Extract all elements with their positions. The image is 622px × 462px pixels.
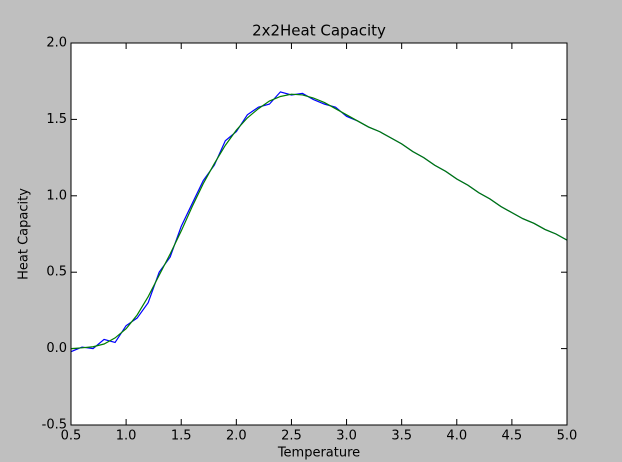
y-tick-label: 1.0 xyxy=(46,188,67,203)
chart-title: 2x2Heat Capacity xyxy=(252,22,386,40)
y-axis-label: Heat Capacity xyxy=(17,188,32,280)
plot-frame xyxy=(70,42,568,426)
y-tick-label: 0.0 xyxy=(46,341,67,356)
x-tick-label: 1.0 xyxy=(116,429,137,444)
x-tick-label: 5.0 xyxy=(557,429,578,444)
x-tick-label: 4.5 xyxy=(502,429,523,444)
plot-area xyxy=(71,43,567,425)
y-tick-label: 2.0 xyxy=(46,36,67,51)
x-tick-label: 2.5 xyxy=(281,429,302,444)
x-tick-label: 3.5 xyxy=(391,429,412,444)
x-tick-label: 1.5 xyxy=(171,429,192,444)
x-tick-label: 4.0 xyxy=(446,429,467,444)
x-tick-label: 0.5 xyxy=(61,429,82,444)
x-axis-label: Temperature xyxy=(277,446,360,461)
y-tick-label: 0.5 xyxy=(46,265,67,280)
data-line xyxy=(70,93,568,350)
x-tick-label: 3.0 xyxy=(336,429,357,444)
x-tick-label: 2.0 xyxy=(226,429,247,444)
y-tick-label: 1.5 xyxy=(46,112,67,127)
y-tick-label: -0.5 xyxy=(42,418,67,433)
